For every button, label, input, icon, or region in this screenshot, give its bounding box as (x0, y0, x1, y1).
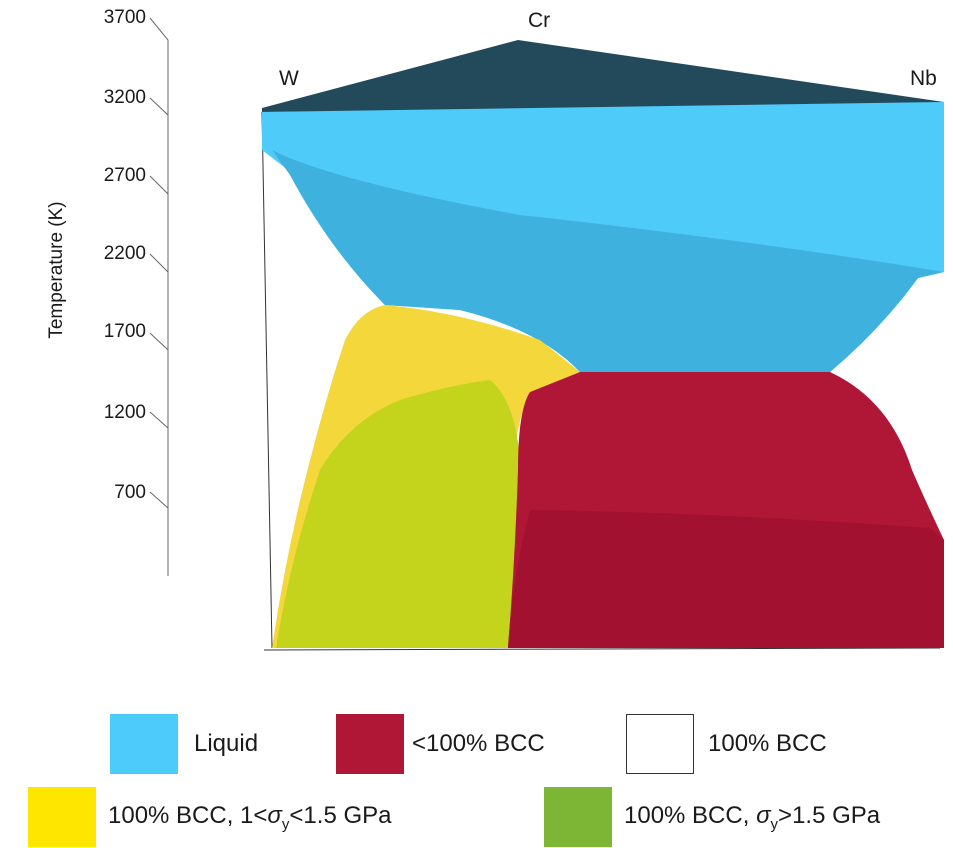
tick-label: 2200 (103, 243, 146, 264)
tick-label: 1700 (103, 321, 146, 342)
legend-label: 100% BCC (708, 730, 827, 757)
yield-high-region (276, 380, 521, 648)
legend-label: <100% BCC (412, 730, 545, 757)
phase-diagram-svg (149, 17, 944, 651)
prism-frame (261, 111, 941, 651)
temperature-axis (149, 17, 169, 576)
axis-spine (149, 17, 169, 576)
tick-label: 2700 (103, 165, 146, 186)
legend-item-liquid: Liquid (110, 713, 258, 775)
legend-item-full-bcc: 100% BCC (626, 713, 827, 775)
tick-label: 3200 (103, 87, 146, 108)
legend-item-yield-high: 100% BCC, σy>1.5 GPa (544, 786, 880, 848)
composition-triangle-top (262, 40, 944, 112)
legend-label: 100% BCC, σy>1.5 GPa (624, 801, 881, 833)
vertex-label-nb: Nb (910, 67, 937, 90)
legend-swatch (28, 787, 96, 847)
tick-mark (149, 175, 169, 195)
tick-mark (149, 332, 169, 351)
legend-swatch (336, 714, 404, 774)
tick-mark (149, 491, 169, 509)
vertex-label-w: W (279, 67, 299, 90)
tick-label: 1200 (103, 402, 146, 423)
axis-title: Temperature (K) (46, 201, 67, 339)
tick-mark (149, 411, 169, 429)
legend-swatch (544, 787, 612, 847)
vertex-label-cr: Cr (528, 9, 551, 32)
partial-bcc-shade (508, 510, 944, 648)
liquid-region-shade (272, 150, 944, 372)
tick-label: 3700 (103, 7, 146, 28)
legend-item-partial-bcc: <100% BCC (336, 713, 545, 775)
legend-label: 100% BCC, 1<σy<1.5 GPa (108, 801, 392, 833)
legend-swatch (110, 714, 178, 774)
legend-item-yield-mid: 100% BCC, 1<σy<1.5 GPa (28, 786, 391, 848)
phase-diagram-figure: W Cr Nb 3700 3200 2700 2200 1700 1200 70… (46, 7, 944, 651)
legend-label: Liquid (194, 730, 259, 757)
legend-swatch (626, 714, 694, 774)
tick-mark (149, 97, 169, 116)
tick-mark (149, 253, 169, 273)
tick-label: 700 (114, 482, 146, 503)
